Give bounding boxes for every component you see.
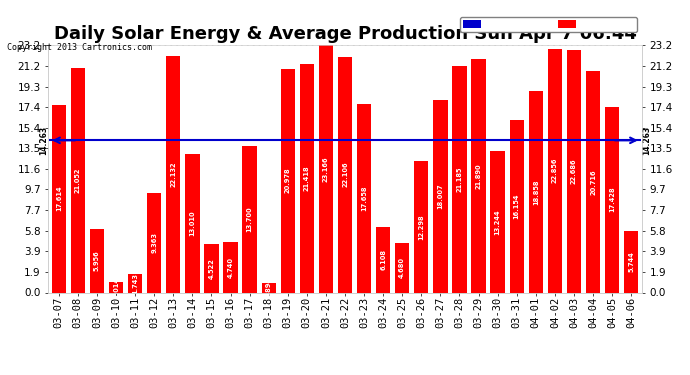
- Text: 1.743: 1.743: [132, 273, 138, 294]
- Bar: [242, 146, 257, 292]
- Bar: [70, 68, 85, 292]
- Text: 1.014: 1.014: [113, 277, 119, 298]
- Bar: [147, 193, 161, 292]
- Legend: Average  (kWh), Daily  (kWh): Average (kWh), Daily (kWh): [460, 17, 637, 32]
- Text: 12.298: 12.298: [418, 214, 424, 240]
- Text: 6.108: 6.108: [380, 249, 386, 270]
- Text: 5.956: 5.956: [94, 251, 100, 271]
- Text: 17.614: 17.614: [56, 186, 62, 211]
- Text: 22.132: 22.132: [170, 162, 176, 187]
- Bar: [586, 72, 600, 292]
- Text: 20.978: 20.978: [285, 168, 290, 194]
- Bar: [224, 242, 237, 292]
- Text: 22.856: 22.856: [552, 158, 558, 183]
- Bar: [491, 151, 505, 292]
- Bar: [605, 106, 620, 292]
- Bar: [90, 229, 104, 292]
- Bar: [357, 104, 371, 292]
- Text: 14.263: 14.263: [39, 126, 48, 155]
- Bar: [624, 231, 638, 292]
- Text: 5.744: 5.744: [628, 251, 634, 272]
- Bar: [566, 51, 581, 292]
- Text: 23.166: 23.166: [323, 156, 329, 182]
- Text: 4.522: 4.522: [208, 258, 215, 279]
- Bar: [453, 66, 466, 292]
- Bar: [510, 120, 524, 292]
- Text: 21.052: 21.052: [75, 168, 81, 193]
- Text: 13.010: 13.010: [189, 210, 195, 236]
- Bar: [376, 227, 391, 292]
- Text: 22.106: 22.106: [342, 162, 348, 188]
- Bar: [414, 161, 428, 292]
- Bar: [471, 59, 486, 292]
- Bar: [109, 282, 124, 292]
- Bar: [262, 283, 276, 292]
- Bar: [548, 49, 562, 292]
- Bar: [185, 154, 199, 292]
- Bar: [299, 64, 314, 292]
- Text: 18.007: 18.007: [437, 184, 444, 209]
- Text: 21.185: 21.185: [457, 167, 462, 192]
- Text: 17.428: 17.428: [609, 187, 615, 212]
- Text: 14.263: 14.263: [642, 126, 651, 155]
- Bar: [395, 243, 409, 292]
- Text: 21.890: 21.890: [475, 163, 482, 189]
- Bar: [338, 57, 352, 292]
- Bar: [433, 100, 448, 292]
- Bar: [319, 45, 333, 292]
- Text: 18.858: 18.858: [533, 179, 539, 205]
- Text: 20.716: 20.716: [590, 169, 596, 195]
- Bar: [204, 244, 219, 292]
- Bar: [52, 105, 66, 292]
- Title: Daily Solar Energy & Average Production Sun Apr 7 06:44: Daily Solar Energy & Average Production …: [54, 26, 636, 44]
- Bar: [166, 56, 180, 292]
- Text: 17.658: 17.658: [361, 186, 367, 211]
- Text: 22.686: 22.686: [571, 159, 577, 184]
- Bar: [281, 69, 295, 292]
- Text: 4.740: 4.740: [228, 257, 233, 278]
- Text: 21.418: 21.418: [304, 165, 310, 191]
- Text: Copyright 2013 Cartronics.com: Copyright 2013 Cartronics.com: [7, 43, 152, 52]
- Text: 0.894: 0.894: [266, 277, 272, 298]
- Bar: [529, 92, 543, 292]
- Text: 13.700: 13.700: [246, 207, 253, 232]
- Text: 4.680: 4.680: [400, 257, 405, 278]
- Text: 9.363: 9.363: [151, 232, 157, 253]
- Text: 13.244: 13.244: [495, 209, 501, 235]
- Bar: [128, 274, 142, 292]
- Text: 16.154: 16.154: [514, 194, 520, 219]
